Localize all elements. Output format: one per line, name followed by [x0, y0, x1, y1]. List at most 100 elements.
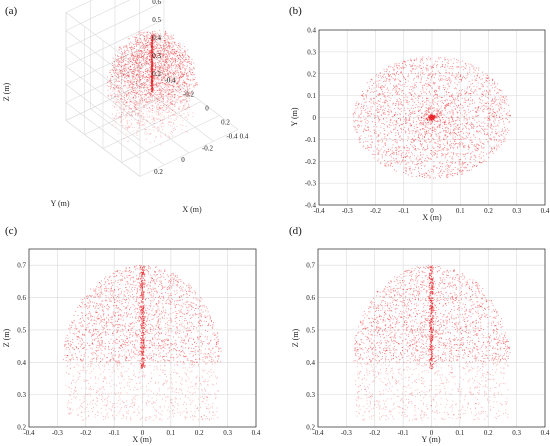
point	[121, 53, 123, 55]
point	[439, 147, 441, 149]
point	[442, 66, 444, 68]
point	[148, 58, 150, 60]
point	[352, 114, 354, 116]
point	[399, 147, 401, 149]
point	[453, 88, 455, 90]
point	[178, 79, 180, 80]
point	[151, 50, 152, 52]
point	[193, 86, 195, 88]
point	[487, 108, 489, 110]
point	[138, 93, 140, 95]
point	[482, 160, 484, 162]
point	[158, 78, 160, 80]
point	[134, 72, 136, 74]
panel-label-c: (c)	[5, 225, 18, 237]
point	[139, 100, 141, 101]
point	[173, 85, 175, 87]
point	[159, 120, 161, 121]
point	[457, 76, 459, 78]
point	[137, 69, 139, 71]
point	[174, 55, 176, 57]
point	[151, 50, 153, 51]
point	[449, 133, 451, 134]
point	[185, 116, 187, 118]
point-cloud-3d	[106, 29, 198, 146]
point	[131, 123, 133, 125]
point	[163, 75, 165, 77]
point	[151, 90, 153, 91]
point	[385, 155, 387, 156]
point	[377, 159, 379, 161]
point	[122, 73, 124, 75]
point	[434, 128, 436, 130]
point	[488, 115, 490, 117]
point	[451, 121, 453, 122]
point	[153, 106, 155, 108]
point	[189, 84, 190, 86]
point	[182, 120, 184, 122]
point	[401, 101, 402, 103]
point	[385, 71, 387, 72]
point	[405, 78, 406, 80]
point	[430, 135, 432, 137]
point	[382, 105, 384, 107]
point	[138, 71, 140, 73]
point	[155, 46, 157, 48]
point	[491, 109, 493, 111]
point	[415, 107, 416, 108]
point	[152, 109, 154, 111]
point	[375, 96, 377, 98]
point	[173, 103, 175, 105]
point	[439, 125, 441, 127]
point	[373, 154, 375, 155]
point	[439, 80, 441, 82]
point	[175, 70, 177, 72]
point	[415, 166, 417, 168]
point	[123, 59, 125, 61]
point	[473, 86, 475, 87]
point	[176, 58, 178, 60]
point	[450, 59, 452, 61]
point	[143, 105, 145, 107]
point	[152, 99, 154, 101]
point	[151, 87, 153, 89]
point	[150, 61, 152, 63]
point	[128, 92, 130, 94]
point	[115, 94, 117, 96]
point	[124, 100, 126, 101]
point	[505, 118, 506, 120]
point	[151, 46, 153, 48]
point	[151, 42, 153, 44]
point	[171, 96, 173, 98]
point	[123, 104, 125, 106]
point	[184, 65, 186, 67]
point	[426, 176, 428, 178]
point	[191, 59, 193, 61]
point	[431, 66, 433, 68]
point	[353, 120, 355, 122]
point	[152, 77, 154, 79]
point	[373, 97, 375, 99]
point	[449, 80, 451, 82]
point	[126, 45, 128, 47]
point	[133, 104, 135, 106]
point	[131, 76, 133, 78]
point	[154, 63, 156, 65]
point	[459, 170, 460, 171]
point	[121, 56, 123, 58]
point	[453, 169, 455, 170]
point	[152, 71, 153, 73]
point	[130, 81, 132, 83]
point	[472, 102, 473, 104]
point	[494, 119, 496, 121]
point	[458, 163, 460, 165]
point	[120, 73, 122, 75]
point	[183, 75, 184, 77]
point	[127, 127, 129, 129]
point	[451, 100, 453, 102]
point	[168, 105, 170, 107]
point	[122, 71, 124, 73]
point	[171, 36, 173, 38]
point	[151, 63, 153, 65]
point	[429, 91, 430, 93]
